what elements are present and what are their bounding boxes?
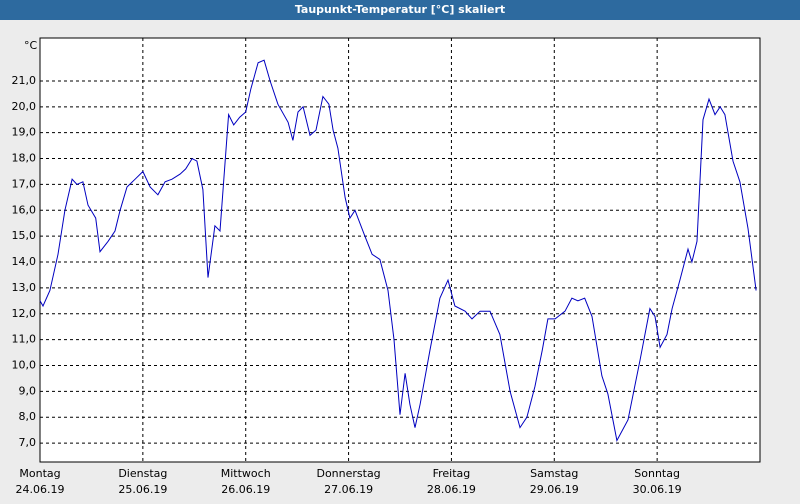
y-tick-label: 21,0 — [12, 74, 37, 87]
data-line — [39, 59, 757, 442]
x-tick-date: 24.06.19 — [16, 483, 65, 496]
y-tick-label: 12,0 — [12, 307, 37, 320]
x-tick-label: Montag — [19, 467, 60, 480]
x-tick-date: 25.06.19 — [118, 483, 167, 496]
x-tick-date: 28.06.19 — [427, 483, 476, 496]
x-tick-date: 30.06.19 — [633, 483, 682, 496]
title-bar — [0, 0, 800, 20]
y-tick-label: 11,0 — [12, 333, 37, 346]
y-tick-label: 16,0 — [12, 203, 37, 216]
y-tick-label: 19,0 — [12, 126, 37, 139]
y-tick-label: 20,0 — [12, 100, 37, 113]
x-tick-date: 27.06.19 — [324, 483, 373, 496]
y-tick-label: 18,0 — [12, 152, 37, 165]
x-tick-date: 29.06.19 — [530, 483, 579, 496]
x-tick-label: Donnerstag — [316, 467, 380, 480]
y-unit: °C — [24, 39, 38, 52]
y-tick-label: 13,0 — [12, 281, 37, 294]
x-tick-label: Sonntag — [634, 467, 680, 480]
x-tick-label: Freitag — [433, 467, 471, 480]
y-tick-label: 17,0 — [12, 177, 37, 190]
x-tick-label: Dienstag — [118, 467, 167, 480]
plot-area — [39, 37, 761, 463]
x-tick-label: Samstag — [530, 467, 578, 480]
y-tick-label: 14,0 — [12, 255, 37, 268]
x-tick-label: Mittwoch — [221, 467, 271, 480]
y-tick-label: 8,0 — [19, 410, 37, 423]
y-tick-label: 7,0 — [19, 436, 37, 449]
y-tick-label: 10,0 — [12, 359, 37, 372]
x-tick-date: 26.06.19 — [221, 483, 270, 496]
y-tick-label: 15,0 — [12, 229, 37, 242]
chart-title: Taupunkt-Temperatur [°C] skaliert — [295, 3, 505, 16]
y-tick-label: 9,0 — [19, 384, 37, 397]
